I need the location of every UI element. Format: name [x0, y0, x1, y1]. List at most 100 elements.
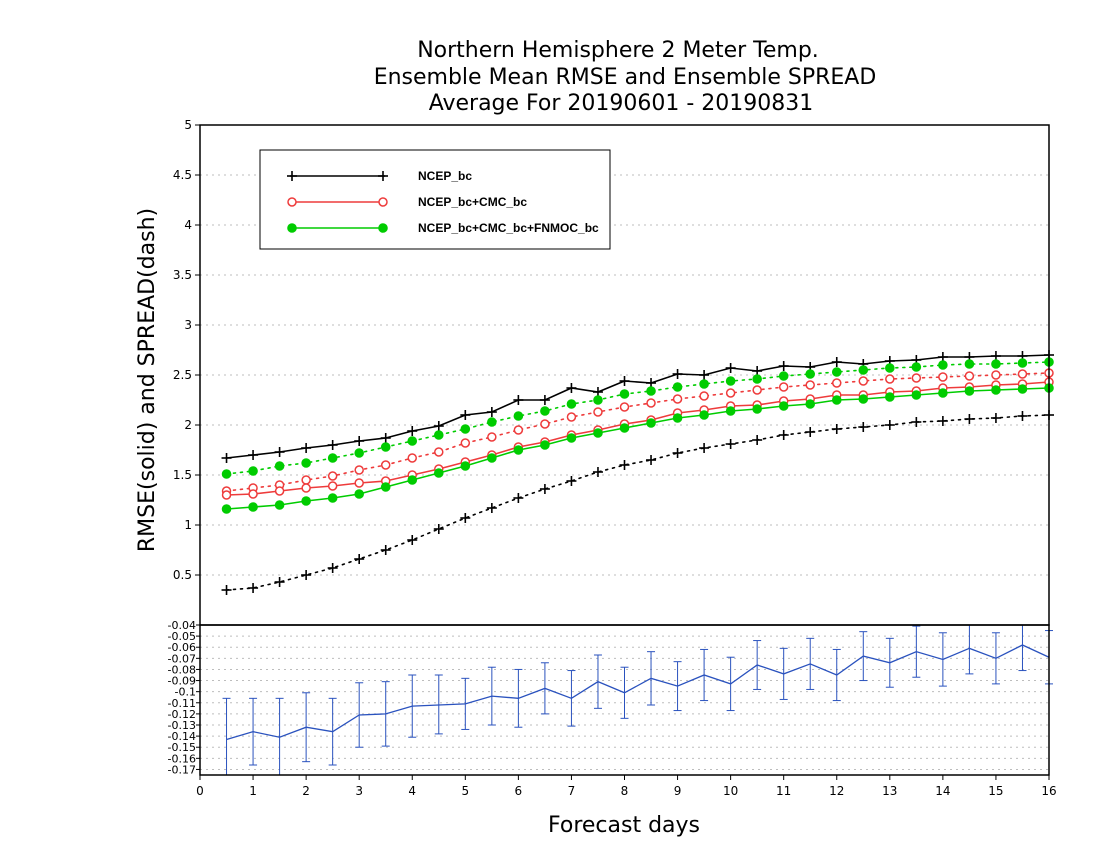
- series-ncep-bc-rmse-point: [380, 433, 391, 443]
- series-ncep-bc-cmc-bc-spread-point: [938, 372, 948, 382]
- series-ncep-bc-cmc-bc-rmse-point: [248, 489, 258, 499]
- series-ncep-bc-cmc-bc-fnmoc-bc-rmse-point: [831, 395, 842, 405]
- legend-marker-ncep-bc-cmc-bc: [378, 197, 388, 207]
- x-tick-label: 14: [935, 784, 950, 798]
- series-ncep-bc-rmse-point: [433, 421, 444, 431]
- legend-marker-ncep-bc-cmc-bc-fnmoc-bc: [287, 223, 297, 233]
- y-tick-label: 4: [184, 218, 192, 232]
- series-ncep-bc-cmc-bc-fnmoc-bc-spread-point: [566, 399, 577, 409]
- difference-error-bar: [726, 656, 735, 712]
- series-ncep-bc-cmc-bc-fnmoc-bc-spread-point: [540, 406, 550, 416]
- series-ncep-bc-cmc-bc-spread-point: [725, 388, 736, 398]
- series-ncep-bc-cmc-bc-fnmoc-bc-rmse-point: [566, 433, 577, 443]
- y-tick-label: 1.5: [173, 468, 192, 482]
- difference-error-bar: [806, 637, 815, 690]
- series-ncep-bc-spread-point: [646, 455, 657, 465]
- y-tick-label: 0.5: [173, 568, 192, 582]
- series-ncep-bc-rmse-point: [274, 447, 285, 457]
- legend-marker-ncep-bc-cmc-bc: [287, 197, 297, 207]
- y-tick-label: 1: [184, 518, 192, 532]
- series-ncep-bc-cmc-bc-fnmoc-bc-spread-point: [672, 382, 683, 392]
- bottom-panel-frame: [199, 624, 1050, 776]
- series-ncep-bc-spread-point: [407, 535, 418, 545]
- series-ncep-bc-rmse-point: [619, 376, 630, 386]
- difference-error-bar: [275, 697, 284, 775]
- series-ncep-bc-cmc-bc-fnmoc-bc-spread-line: [225, 361, 1050, 475]
- series-ncep-bc-rmse-point: [566, 383, 577, 393]
- series-ncep-bc-rmse-point: [486, 407, 497, 417]
- series-ncep-bc-cmc-bc-fnmoc-bc-rmse-point: [221, 504, 232, 514]
- series-ncep-bc-cmc-bc-rmse-point: [354, 478, 364, 488]
- x-tick-label: 13: [882, 784, 897, 798]
- series-ncep-bc-spread-point: [354, 554, 365, 564]
- legend: NCEP_bc NCEP_bc+CMC_bc NCEP_bc+CMC_bc+FNMO…: [259, 149, 611, 250]
- series-ncep-bc-spread-point: [672, 448, 683, 458]
- series-ncep-bc-cmc-bc-fnmoc-bc-rmse-point: [540, 440, 550, 450]
- series-ncep-bc-cmc-bc-fnmoc-bc-spread-point: [513, 411, 524, 421]
- series-ncep-bc-cmc-bc-spread-point: [487, 432, 497, 442]
- series-ncep-bc-cmc-bc-fnmoc-bc-spread-point: [991, 359, 1001, 369]
- series-ncep-bc-cmc-bc-spread-point: [407, 453, 417, 463]
- series-ncep-bc-cmc-bc-rmse-point: [327, 481, 338, 491]
- x-tick-label: 0: [196, 784, 204, 798]
- legend-marker-ncep-bc: [287, 171, 297, 181]
- chart-axes: 0.5 1 1.5 2 2.5 3 3.5 4 4.5 5 -0.04-0.05-0.06-0.07…: [168, 118, 1057, 798]
- difference-error-bar: [328, 697, 337, 766]
- difference-error-bar: [1018, 625, 1027, 672]
- series-ncep-bc-cmc-bc-fnmoc-bc-rmse-point: [1017, 384, 1028, 394]
- series-ncep-bc-cmc-bc-spread-point: [513, 425, 524, 435]
- series-ncep-bc-spread-point: [221, 585, 232, 595]
- difference-error-bar: [487, 666, 496, 726]
- series-ncep-bc-cmc-bc-fnmoc-bc-rmse-point: [619, 423, 630, 433]
- difference-error-bar: [938, 632, 947, 687]
- series-ncep-bc-cmc-bc-fnmoc-bc-rmse-point: [354, 489, 364, 499]
- series-ncep-bc-cmc-bc-fnmoc-bc-rmse-line: [226, 387, 1050, 510]
- series-ncep-bc-cmc-bc-fnmoc-bc-rmse-point: [911, 390, 922, 400]
- series-ncep-bc-cmc-bc-fnmoc-bc-spread-point: [646, 386, 656, 396]
- series-ncep-bc-spread-point: [433, 524, 444, 534]
- series-ncep-bc-cmc-bc-fnmoc-bc-spread-point: [619, 389, 630, 399]
- difference-error-bar: [381, 681, 390, 747]
- series-ncep-bc-cmc-bc-spread-point: [434, 447, 444, 457]
- series-ncep-bc-spread-point: [1017, 411, 1028, 421]
- x-tick-label: 7: [568, 784, 576, 798]
- series-ncep-bc-cmc-bc-fnmoc-bc-rmse-point: [301, 496, 311, 506]
- series-ncep-bc-cmc-bc-fnmoc-bc-rmse-point: [487, 453, 497, 463]
- series-ncep-bc-cmc-bc-spread-point: [672, 394, 683, 404]
- difference-error-bar: [779, 647, 788, 700]
- series-ncep-bc-cmc-bc-fnmoc-bc-spread-point: [911, 362, 922, 372]
- series-ncep-bc-cmc-bc-spread-point: [354, 465, 364, 475]
- legend-marker-ncep-bc: [378, 171, 388, 181]
- x-axis-label: Forecast days: [548, 813, 700, 838]
- difference-error-bar: [647, 651, 656, 706]
- series-ncep-bc-spread-point: [486, 503, 497, 513]
- x-tick-label: 3: [355, 784, 363, 798]
- series-ncep-bc-cmc-bc-spread-point: [832, 378, 842, 388]
- series-ncep-bc-cmc-bc-fnmoc-bc-spread-point: [778, 371, 789, 381]
- series-ncep-bc-rmse-point: [778, 361, 789, 371]
- series-ncep-bc-cmc-bc-spread-line: [225, 372, 1050, 492]
- x-tick-label: 2: [302, 784, 310, 798]
- difference-error-bar: [567, 670, 576, 727]
- series-ncep-bc-rmse-point: [539, 395, 550, 405]
- series-ncep-bc-cmc-bc-rmse-point: [274, 486, 285, 496]
- series-ncep-bc-cmc-bc-fnmoc-bc-rmse-point: [248, 502, 258, 512]
- difference-error-bar: [434, 674, 443, 735]
- series-ncep-bc-cmc-bc-fnmoc-bc-spread-point: [1017, 358, 1028, 368]
- series-ncep-bc-rmse-point: [831, 357, 842, 367]
- series-ncep-bc-cmc-bc-rmse-point: [301, 483, 311, 493]
- difference-error-bar: [514, 668, 523, 728]
- y-tick-label: 3: [184, 318, 192, 332]
- series-ncep-bc-spread-point: [699, 443, 710, 453]
- difference-error-bar: [991, 632, 1000, 685]
- diff-y-tick-label: -0.04: [168, 619, 196, 632]
- series-ncep-bc-cmc-bc-fnmoc-bc-rmse-point: [460, 461, 471, 471]
- series-ncep-bc-cmc-bc-fnmoc-bc-rmse-point: [991, 385, 1001, 395]
- x-tick-label: 10: [723, 784, 738, 798]
- series-ncep-bc-rmse-point: [460, 410, 471, 420]
- series-ncep-bc-rmse-point: [301, 443, 312, 453]
- difference-error-bar: [673, 661, 682, 712]
- series-ncep-bc-cmc-bc-spread-point: [619, 402, 630, 412]
- diff-y-tick-label: -0.07: [168, 652, 196, 665]
